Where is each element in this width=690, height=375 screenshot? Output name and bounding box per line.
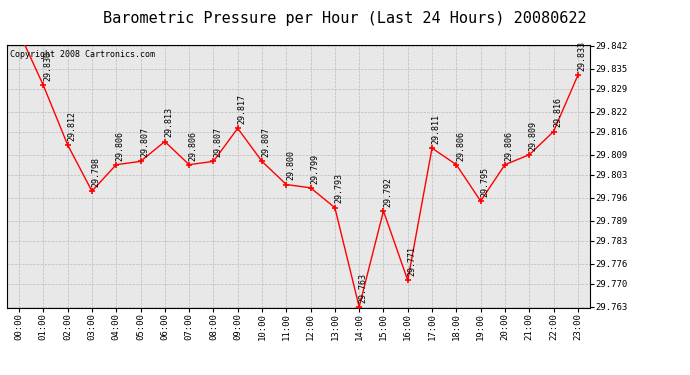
Text: 29.806: 29.806 [504,130,513,160]
Text: 29.800: 29.800 [286,150,295,180]
Text: 29.811: 29.811 [432,114,441,144]
Text: 29.771: 29.771 [407,246,416,276]
Text: 29.813: 29.813 [164,107,173,137]
Text: Barometric Pressure per Hour (Last 24 Hours) 20080622: Barometric Pressure per Hour (Last 24 Ho… [104,11,586,26]
Text: 29.807: 29.807 [140,127,149,157]
Text: 29.812: 29.812 [68,111,77,141]
Text: 29.806: 29.806 [456,130,465,160]
Text: 29.798: 29.798 [92,157,101,187]
Text: 29.846: 29.846 [0,374,1,375]
Text: 29.806: 29.806 [189,130,198,160]
Text: 29.793: 29.793 [335,174,344,204]
Text: 29.807: 29.807 [213,127,222,157]
Text: 29.792: 29.792 [383,177,392,207]
Text: Copyright 2008 Cartronics.com: Copyright 2008 Cartronics.com [10,50,155,59]
Text: 29.795: 29.795 [480,167,489,197]
Text: 29.816: 29.816 [553,98,562,128]
Text: 29.763: 29.763 [359,273,368,303]
Text: 29.830: 29.830 [43,51,52,81]
Text: 29.817: 29.817 [237,94,246,124]
Text: 29.833: 29.833 [578,41,586,71]
Text: 29.799: 29.799 [310,154,319,184]
Text: 29.807: 29.807 [262,127,270,157]
Text: 29.809: 29.809 [529,121,538,151]
Text: 29.806: 29.806 [116,130,125,160]
